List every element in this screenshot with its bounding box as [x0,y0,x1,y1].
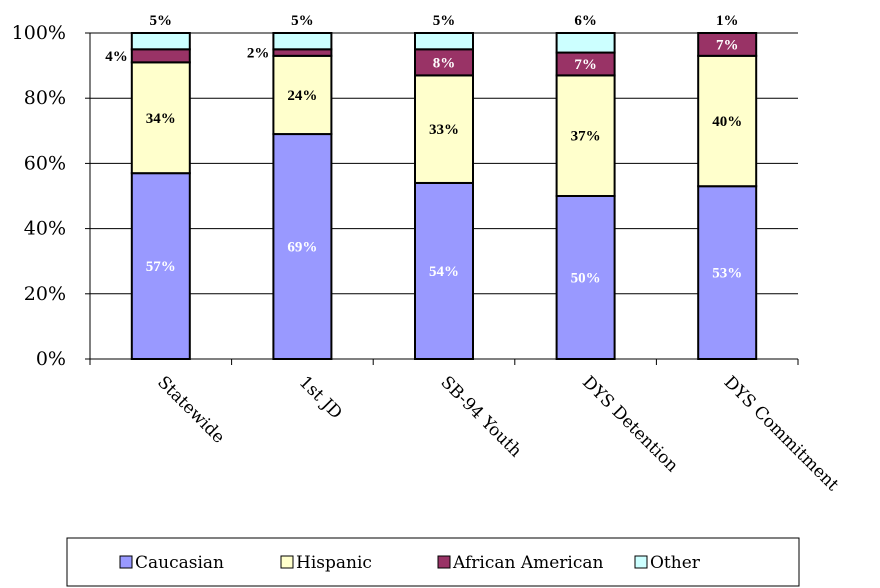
data-label: 4% [105,49,128,65]
y-tick-label: 80% [24,87,66,109]
legend-label: Caucasian [135,553,224,573]
bar-segment-other [272,32,333,51]
bar-segment-other [130,32,191,51]
y-tick-label: 60% [24,152,66,174]
data-label: 24% [287,88,317,104]
data-label: 7% [574,57,597,73]
bar-segment-hispanic [130,61,191,175]
y-tick-labels: 0% 20% 40% 60% 80% 100% [12,22,66,370]
bar-segment-other [414,32,474,51]
bar-segment-other [555,32,616,54]
y-tick-label: 100% [12,22,66,44]
bars [130,32,758,360]
data-label: 5% [150,13,173,29]
legend-swatch [634,555,648,569]
bar-segment-hispanic [414,74,474,184]
data-label: 1% [716,13,739,29]
legend-swatch [437,555,451,569]
category-label: 1st JD [295,372,346,423]
category-label: DYS Commitment [720,372,843,495]
data-label: 40% [712,114,742,130]
bar-segment-caucasian [130,172,191,360]
y-tick-label: 20% [24,283,66,305]
data-label: 6% [574,13,597,29]
y-tick-label: 0% [36,348,66,370]
bar-segment-hispanic [697,54,758,188]
legend-box [66,537,800,587]
data-label: 5% [291,13,314,29]
category-label: Statewide [153,372,228,447]
category-label: DYS Detention [578,372,682,476]
data-label: 34% [146,111,176,127]
data-label: 57% [146,259,176,275]
bar-segment-african-american [697,32,758,57]
data-label: 7% [716,37,739,53]
y-tick-label: 40% [24,218,66,240]
data-label: 5% [433,13,456,29]
legend-label: Other [650,553,701,573]
bar-segment-caucasian [414,181,474,360]
bar-segment-caucasian [697,185,758,360]
bar-segment-african-american [130,48,191,64]
legend-label: Hispanic [296,553,372,573]
data-label: 54% [429,264,459,280]
data-label: 53% [712,266,742,282]
data-label: 69% [287,240,317,256]
data-label: 50% [571,271,601,287]
category-label: SB-94 Youth [436,372,525,461]
legend-swatch [280,555,294,569]
data-label: 37% [571,129,601,145]
value-labels: 57% 34% 4% 5% 69% 24% 2% 5% 54% 33% 8% 5% 50% 37% 7% 6%… [105,13,742,287]
data-label: 33% [429,122,459,138]
data-label: 8% [433,55,456,71]
x-category-labels: Statewide 1st JD SB-94 Youth DYS Detention D… [153,372,842,495]
legend-label: African American [452,553,604,573]
legend-swatch [119,555,133,569]
data-label: 2% [247,46,270,62]
axes [85,32,799,365]
legend: Caucasian Hispanic African American Other [66,537,800,587]
